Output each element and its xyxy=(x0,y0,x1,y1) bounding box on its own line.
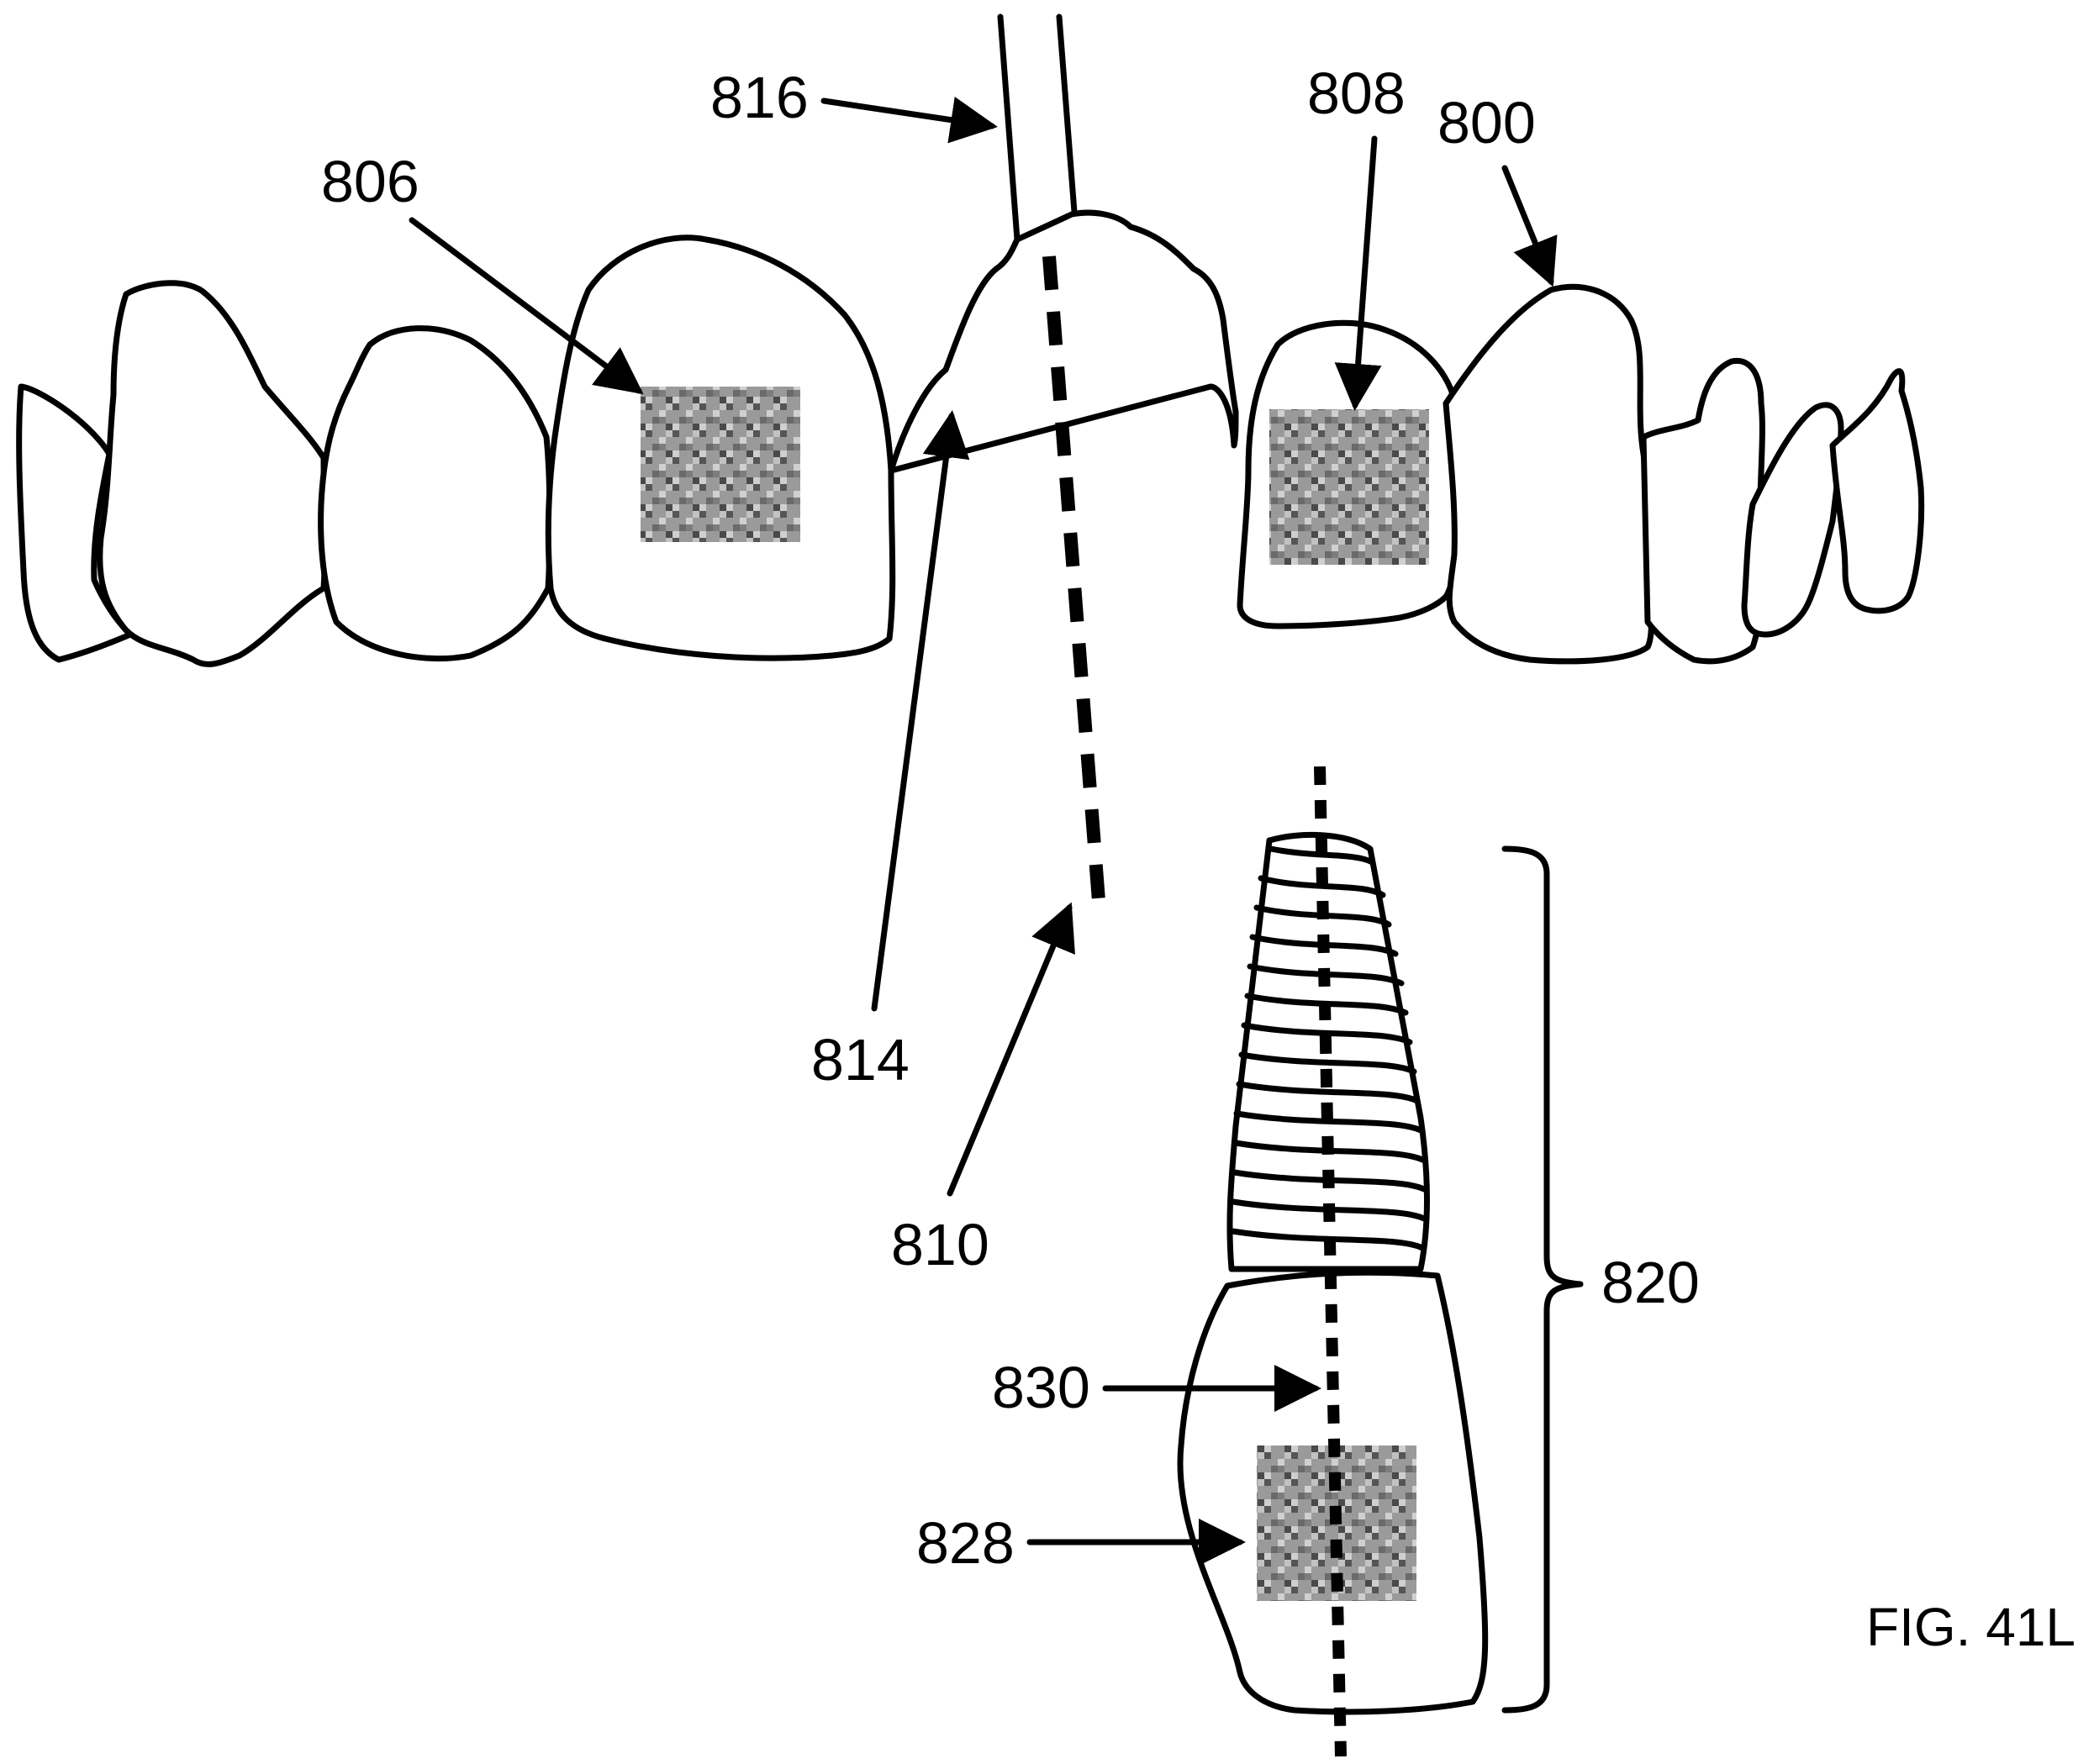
tooth-right-edge xyxy=(1833,371,1922,611)
label-808: 808 xyxy=(1307,61,1406,126)
label-816: 816 xyxy=(710,65,809,130)
figure-caption: FIG. 41L xyxy=(1866,1597,2076,1657)
leader-800 xyxy=(1505,168,1551,282)
label-820: 820 xyxy=(1601,1250,1700,1315)
leader-816 xyxy=(824,101,992,126)
tooth-left-2 xyxy=(100,283,325,665)
bracket-820 xyxy=(1505,849,1580,1710)
label-810: 810 xyxy=(891,1212,989,1277)
leader-810 xyxy=(950,908,1069,1193)
tooth-right-800 xyxy=(1446,287,1651,661)
label-806: 806 xyxy=(321,149,419,214)
label-800: 800 xyxy=(1437,90,1536,155)
tooth-left-3 xyxy=(321,329,550,659)
dental-arch xyxy=(19,213,1922,664)
marker-808 xyxy=(1269,409,1429,565)
label-814: 814 xyxy=(811,1027,910,1093)
label-830: 830 xyxy=(992,1355,1090,1420)
label-828: 828 xyxy=(916,1510,1015,1576)
guide-channel-816 xyxy=(1000,17,1074,240)
marker-806 xyxy=(641,387,800,542)
